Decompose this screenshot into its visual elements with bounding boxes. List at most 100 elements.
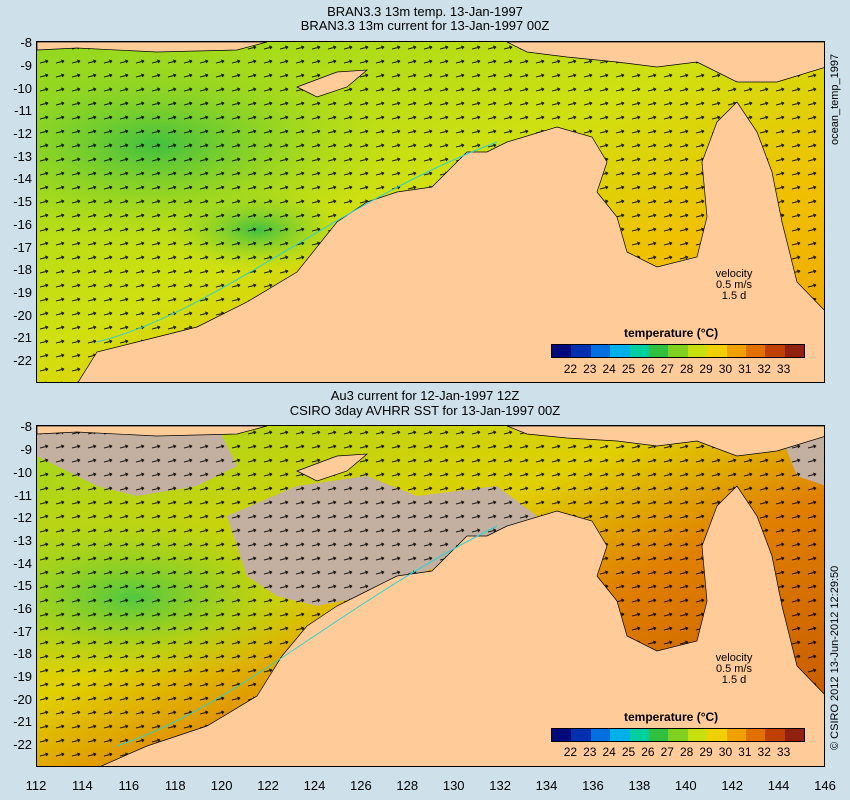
panel1-title-line2: BRAN3.3 13m current for 13-Jan-1997 00Z: [300, 18, 550, 33]
colorbar-label: 31: [738, 362, 752, 376]
colorbar-label: 26: [641, 745, 655, 759]
colorbar-label: 33: [776, 362, 791, 376]
colorbar-swatch: [552, 345, 572, 357]
x-tick-label: 112: [25, 778, 47, 793]
x-tick-label: 120: [210, 778, 233, 793]
colorbar-swatch: [648, 729, 669, 741]
x-tick-label: 142: [721, 778, 744, 793]
y-tick-label: -9: [20, 58, 32, 73]
y-tick-label: -13: [13, 149, 32, 164]
colorbar-label: 30: [718, 362, 733, 376]
x-tick-label: 126: [350, 778, 372, 793]
colorbar-label: 26: [641, 362, 655, 376]
y-tick-label: -13: [13, 533, 32, 548]
panel1-map: [36, 41, 825, 383]
colorbar-label: 24: [602, 745, 616, 759]
y-tick-label: -18: [13, 646, 32, 661]
y-tick-label: -10: [13, 465, 32, 480]
y-tick-label: -14: [13, 556, 32, 571]
colorbar-swatch: [726, 729, 746, 741]
x-tick-label: 116: [118, 778, 140, 793]
colorbar-swatch: [571, 729, 591, 741]
colorbar-swatch: [571, 345, 591, 357]
velocity-duration: 1.5 d: [721, 290, 747, 302]
y-tick-label: -18: [13, 262, 32, 277]
y-tick-label: -14: [13, 171, 32, 186]
colorbar-swatch: [668, 729, 688, 741]
colorbar-label: 32: [757, 362, 771, 376]
panel2-new-guinea-land: [506, 426, 824, 457]
y-tick-label: -22: [13, 737, 32, 752]
colorbar-swatch: [784, 345, 805, 357]
y-tick-label: -12: [13, 126, 32, 141]
y-tick-label: -12: [13, 510, 32, 525]
colorbar-label: 23: [583, 362, 597, 376]
panel1-colorbar-title: temperature (°C): [624, 326, 719, 340]
colorbar-label: 29: [699, 362, 713, 376]
panel2-australia-land: [100, 485, 824, 766]
panel2-title-line1: Au3 current for 12-Jan-1997 12Z: [330, 388, 520, 403]
panel2-timor-land: [296, 453, 369, 482]
colorbar-swatch: [590, 729, 611, 741]
colorbar-label: 27: [660, 745, 674, 759]
colorbar-label: 25: [621, 362, 636, 376]
colorbar-swatch: [765, 345, 785, 357]
colorbar-swatch: [745, 729, 766, 741]
x-tick-label: 138: [628, 778, 651, 793]
y-tick-label: -22: [13, 353, 32, 368]
x-tick-label: 124: [303, 778, 326, 793]
colorbar-swatch: [784, 729, 805, 741]
velocity-label: velocity: [715, 268, 753, 280]
panel1-new-guinea-land: [506, 42, 824, 83]
velocity-duration: 1.5 d: [721, 674, 747, 686]
colorbar-label: 30: [718, 745, 733, 759]
x-tick-label: 134: [535, 778, 558, 793]
colorbar-swatch: [687, 729, 708, 741]
panel1-timor-land: [296, 69, 369, 98]
panel2-title-line2: CSIRO 3day AVHRR SST for 13-Jan-1997 00Z: [289, 403, 561, 418]
panel1-colorbar: [551, 344, 805, 358]
y-tick-label: -8: [20, 419, 32, 434]
y-tick-label: -20: [13, 308, 32, 323]
panel2-map: [36, 425, 825, 767]
colorbar-swatch: [648, 345, 669, 357]
colorbar-label: 33: [776, 745, 791, 759]
x-tick-label: 118: [164, 778, 186, 793]
colorbar-label: 27: [660, 362, 674, 376]
colorbar-swatch: [552, 729, 572, 741]
y-tick-label: -19: [13, 669, 32, 684]
colorbar-swatch: [726, 345, 746, 357]
y-tick-label: -9: [20, 442, 32, 457]
x-tick-label: 130: [442, 778, 465, 793]
panel2-velocity-legend: velocity 0.5 m/s 1.5 d: [704, 653, 764, 686]
y-tick-label: -17: [13, 624, 32, 639]
colorbar-label: 32: [757, 745, 771, 759]
y-tick-label: -11: [14, 488, 32, 503]
x-tick-label: 132: [489, 778, 511, 793]
colorbar-label: 28: [680, 362, 694, 376]
colorbar-swatch: [610, 729, 630, 741]
panel1-map-svg: [37, 42, 824, 382]
colorbar-swatch: [590, 345, 611, 357]
colorbar-label: 24: [602, 362, 616, 376]
y-tick-label: -21: [13, 714, 32, 729]
colorbar-label: 25: [621, 745, 636, 759]
colorbar-swatch: [629, 345, 649, 357]
y-tick-label: -11: [14, 103, 32, 118]
x-tick-label: 140: [674, 778, 697, 793]
colorbar-label: 31: [738, 745, 752, 759]
y-tick-label: -16: [13, 217, 32, 232]
colorbar-label: 28: [680, 745, 694, 759]
colorbar-swatch: [610, 345, 630, 357]
panel2-colorbar-title: temperature (°C): [624, 710, 719, 724]
x-tick-label: 146: [814, 778, 836, 793]
y-tick-label: -8: [20, 35, 32, 50]
panel1-australia-land: [77, 101, 824, 382]
colorbar-label: 29: [699, 745, 713, 759]
y-tick-label: -15: [13, 578, 32, 593]
colorbar-swatch: [668, 345, 688, 357]
panel1-velocity-legend: velocity 0.5 m/s 1.5 d: [704, 269, 764, 302]
y-tick-label: -20: [13, 692, 32, 707]
panel1-side-label: ocean_temp_1997: [829, 53, 841, 145]
colorbar-swatch: [707, 345, 727, 357]
